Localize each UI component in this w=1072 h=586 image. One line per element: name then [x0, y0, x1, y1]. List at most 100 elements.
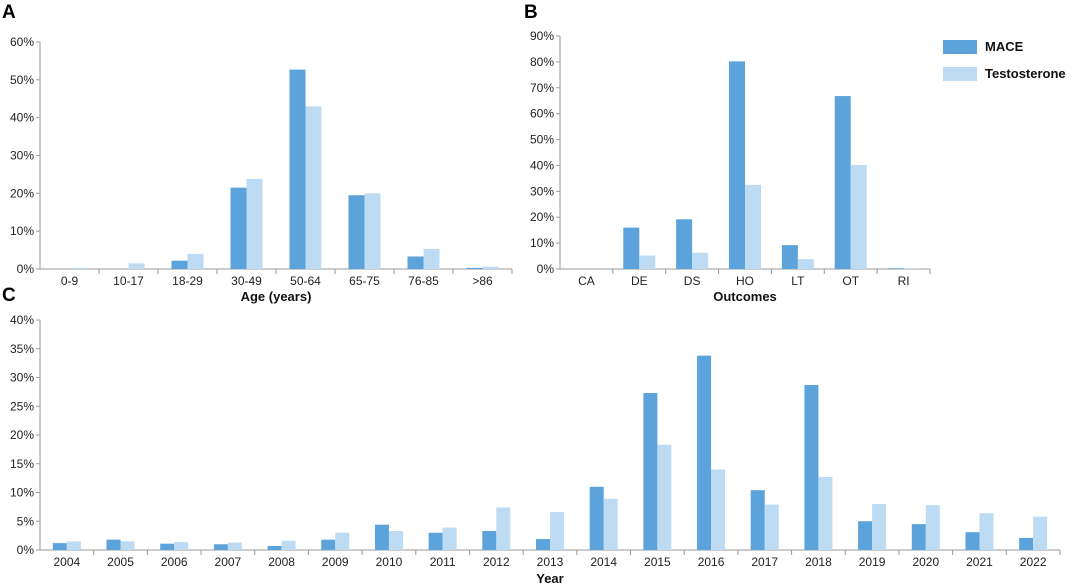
x-tick-label-c-5: 2009 — [322, 555, 349, 569]
bar-a-mace-65-75 — [348, 195, 365, 269]
y-tick-label-b-9: 90% — [530, 29, 554, 43]
x-tick-label-b-2: DS — [684, 274, 701, 288]
x-tick-label-c-11: 2015 — [644, 555, 671, 569]
bar-c-mace-2005 — [106, 539, 121, 550]
x-tick-label-a-2: 18-29 — [172, 274, 203, 288]
x-tick-label-c-13: 2017 — [751, 555, 778, 569]
bar-c-mace-2006 — [160, 543, 175, 550]
bar-b-testosterone-OT — [850, 164, 867, 269]
bar-c-testosterone-2007 — [227, 542, 242, 550]
x-axis-title-c: Year — [536, 571, 563, 586]
x-tick-label-a-3: 30-49 — [231, 274, 262, 288]
bar-a-testosterone-76-85 — [423, 248, 440, 269]
bar-a-mace-76-85 — [407, 256, 424, 269]
y-tick-label-b-6: 60% — [530, 107, 554, 121]
bar-c-testosterone-2015 — [657, 444, 672, 550]
bar-c-mace-2013 — [536, 539, 550, 550]
panel-label-b: B — [524, 2, 538, 23]
y-tick-label-c-8: 40% — [10, 313, 34, 327]
bar-b-mace-DS — [676, 219, 693, 269]
x-tick-label-c-9: 2013 — [537, 555, 564, 569]
y-tick-label-a-6: 60% — [10, 35, 34, 49]
y-tick-label-a-0: 0% — [17, 262, 35, 276]
y-tick-label-b-5: 50% — [530, 133, 554, 147]
bar-a-testosterone-18-29 — [187, 253, 204, 269]
legend: MACE Testosterone — [943, 39, 1066, 81]
bar-c-mace-2018 — [804, 384, 819, 550]
bar-b-mace-LT — [781, 245, 798, 269]
y-tick-label-b-4: 40% — [530, 158, 554, 172]
bar-c-testosterone-2013 — [550, 512, 564, 550]
chart-b: 0% 10% 20% 30% 40% 50% 60% 70% 80% 90% CA DE DS HO LT O… — [530, 29, 931, 304]
y-tick-label-b-1: 10% — [530, 236, 554, 250]
bar-b-testosterone-LT — [797, 259, 814, 269]
bar-c-testosterone-2014 — [603, 498, 618, 550]
y-tick-label-c-2: 10% — [10, 486, 34, 500]
x-tick-label-c-17: 2021 — [966, 555, 993, 569]
x-tick-label-c-18: 2022 — [1020, 555, 1047, 569]
x-tick-label-b-4: LT — [791, 274, 805, 288]
x-tick-label-a-0: 0-9 — [61, 274, 79, 288]
x-tick-label-c-8: 2012 — [483, 555, 510, 569]
bar-b-mace-OT — [834, 96, 851, 269]
panel-label-c: C — [2, 285, 16, 306]
bar-c-testosterone-2011 — [442, 527, 457, 550]
bar-c-testosterone-2019 — [872, 504, 887, 550]
x-tick-label-c-14: 2018 — [805, 555, 832, 569]
x-tick-label-c-7: 2011 — [430, 555, 456, 569]
bar-b-mace-HO — [729, 61, 745, 270]
x-tick-label-c-12: 2016 — [698, 555, 725, 569]
bar-c-testosterone-2017 — [764, 504, 779, 550]
x-tick-label-b-3: HO — [736, 274, 754, 288]
bar-c-testosterone-2012 — [496, 507, 511, 550]
bar-b-testosterone-HO — [745, 184, 761, 269]
x-tick-label-b-1: DE — [631, 274, 648, 288]
bar-c-mace-2019 — [858, 521, 873, 550]
bar-c-testosterone-2005 — [120, 541, 135, 550]
bar-c-testosterone-2009 — [335, 532, 350, 550]
bar-b-testosterone-DS — [692, 252, 709, 269]
legend-label-testosterone: Testosterone — [985, 66, 1066, 81]
y-tick-label-c-0: 0% — [17, 543, 35, 557]
bar-c-mace-2010 — [374, 524, 389, 550]
bar-c-mace-2009 — [321, 539, 336, 550]
bar-c-mace-2007 — [213, 544, 228, 550]
bar-b-testosterone-DE — [639, 255, 656, 269]
bar-c-mace-2008 — [267, 545, 282, 550]
bar-c-mace-2020 — [911, 524, 926, 550]
bar-c-mace-2011 — [428, 532, 443, 550]
x-tick-label-c-0: 2004 — [53, 555, 80, 569]
bar-a-testosterone-30-49 — [246, 178, 263, 269]
x-tick-label-a-5: 65-75 — [349, 274, 380, 288]
panel-label-a: A — [2, 2, 16, 23]
y-tick-label-b-8: 80% — [530, 55, 554, 69]
x-axis-title-b: Outcomes — [713, 289, 777, 304]
bar-a-testosterone->86 — [482, 266, 499, 269]
bar-b-mace-RI — [887, 268, 904, 269]
y-tick-label-c-1: 5% — [17, 514, 35, 528]
y-tick-label-b-3: 30% — [530, 184, 554, 198]
bar-c-testosterone-2021 — [979, 513, 994, 550]
y-tick-label-c-7: 35% — [10, 342, 34, 356]
x-tick-label-b-0: CA — [578, 274, 595, 288]
bar-c-mace-2004 — [52, 543, 67, 550]
y-tick-label-c-4: 20% — [10, 428, 34, 442]
x-tick-label-c-10: 2014 — [590, 555, 617, 569]
x-tick-label-b-5: OT — [842, 274, 859, 288]
x-tick-label-b-6: RI — [898, 274, 910, 288]
legend-label-mace: MACE — [985, 39, 1024, 54]
y-tick-label-c-5: 25% — [10, 399, 34, 413]
bar-c-testosterone-2020 — [925, 505, 940, 550]
y-tick-label-a-1: 10% — [10, 224, 34, 238]
y-tick-label-a-2: 20% — [10, 186, 34, 200]
y-tick-label-c-6: 30% — [10, 371, 34, 385]
bar-c-testosterone-2016 — [711, 469, 726, 550]
chart-c: 0% 5% 10% 15% 20% 25% 30% 35% 40% 2004 2005 2006 200… — [10, 313, 1061, 586]
x-tick-label-a-7: >86 — [472, 274, 493, 288]
bar-a-testosterone-10-17 — [128, 263, 145, 269]
x-tick-label-c-15: 2019 — [859, 555, 886, 569]
x-tick-label-a-4: 50-64 — [290, 274, 321, 288]
x-axis-title-a: Age (years) — [241, 289, 312, 304]
x-tick-label-c-16: 2020 — [912, 555, 939, 569]
